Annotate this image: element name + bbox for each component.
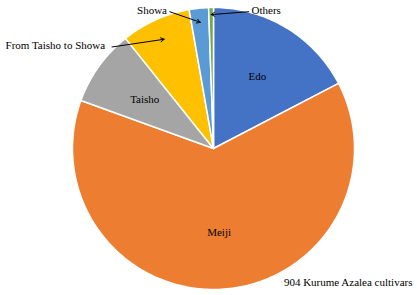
svg-text:Edo: Edo [249,70,267,82]
svg-text:904 Kurume Azalea cultivars: 904 Kurume Azalea cultivars [284,276,413,288]
svg-text:Others: Others [252,4,281,16]
svg-text:From Taisho to Showa: From Taisho to Showa [6,39,106,51]
svg-text:Taisho: Taisho [130,93,160,105]
svg-text:Showa: Showa [137,4,167,16]
svg-text:Meiji: Meiji [207,226,231,238]
